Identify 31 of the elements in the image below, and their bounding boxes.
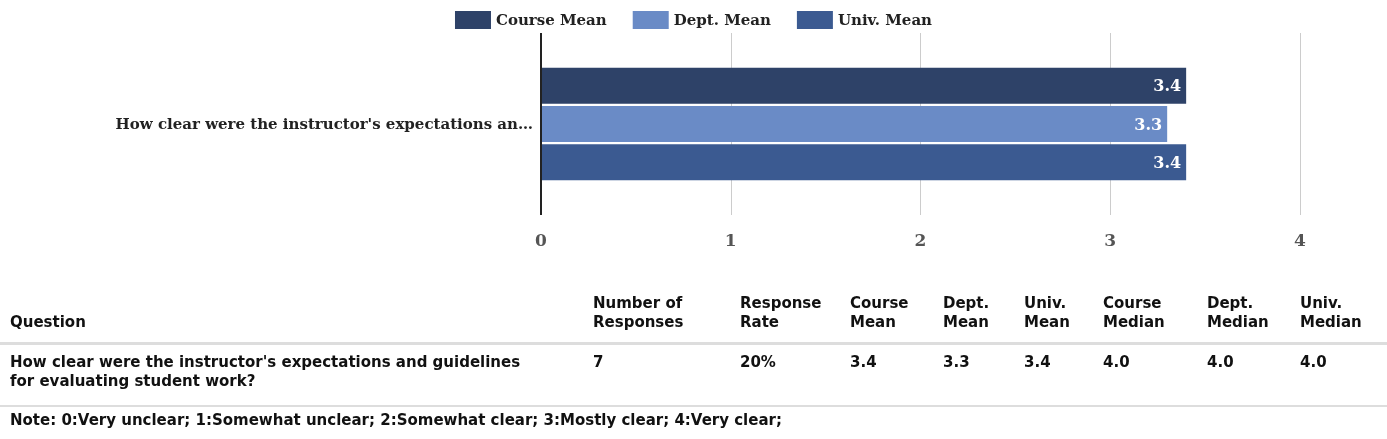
legend-label: Course Mean [495, 11, 607, 29]
x-tick-label: 3 [1104, 229, 1117, 250]
x-tick-label: 2 [914, 229, 927, 250]
data-label: 3.3 [1134, 114, 1163, 134]
x-tick-label: 0 [535, 229, 548, 250]
category-label: Univ. Mean [1024, 294, 1071, 332]
category-label: Question [10, 313, 87, 332]
category-label: Number of Responses [593, 294, 685, 332]
data-label: 3.4 [1153, 152, 1182, 172]
text: 3.3 [943, 353, 970, 371]
text: 4.0 [1103, 353, 1130, 371]
x-tick-label: 4 [1294, 229, 1307, 250]
data-label: 3.4 [1153, 76, 1182, 96]
text: 3.4 [1024, 353, 1051, 371]
category-label: Univ. Median [1300, 294, 1363, 332]
x-tick-label: 1 [724, 229, 737, 250]
text: How clear were the instructor's expectations and guidelines for evaluating student work? [10, 353, 521, 390]
legend-label: Univ. Mean [837, 11, 933, 29]
legend-label: Dept. Mean [673, 11, 771, 29]
category-label: Response Rate [740, 294, 823, 332]
category-label: Course Median [1103, 294, 1166, 332]
text: Note: 0:Very unclear; 1:Somewhat unclear; 2:Somewhat clear; 3:Mostly clear; 4:Very clear; [10, 411, 782, 430]
text: 4.0 [1207, 353, 1234, 371]
text: 3.4 [850, 353, 877, 371]
category-label: Dept. Median [1207, 294, 1270, 332]
y-tick-label: How clear were the instructor's expectations an… [115, 115, 533, 133]
category-label: Course Mean [850, 294, 910, 332]
text: 4.0 [1300, 353, 1327, 371]
text: 7 [593, 353, 604, 371]
text: 20% [740, 353, 776, 371]
category-label: Dept. Mean [943, 294, 991, 332]
